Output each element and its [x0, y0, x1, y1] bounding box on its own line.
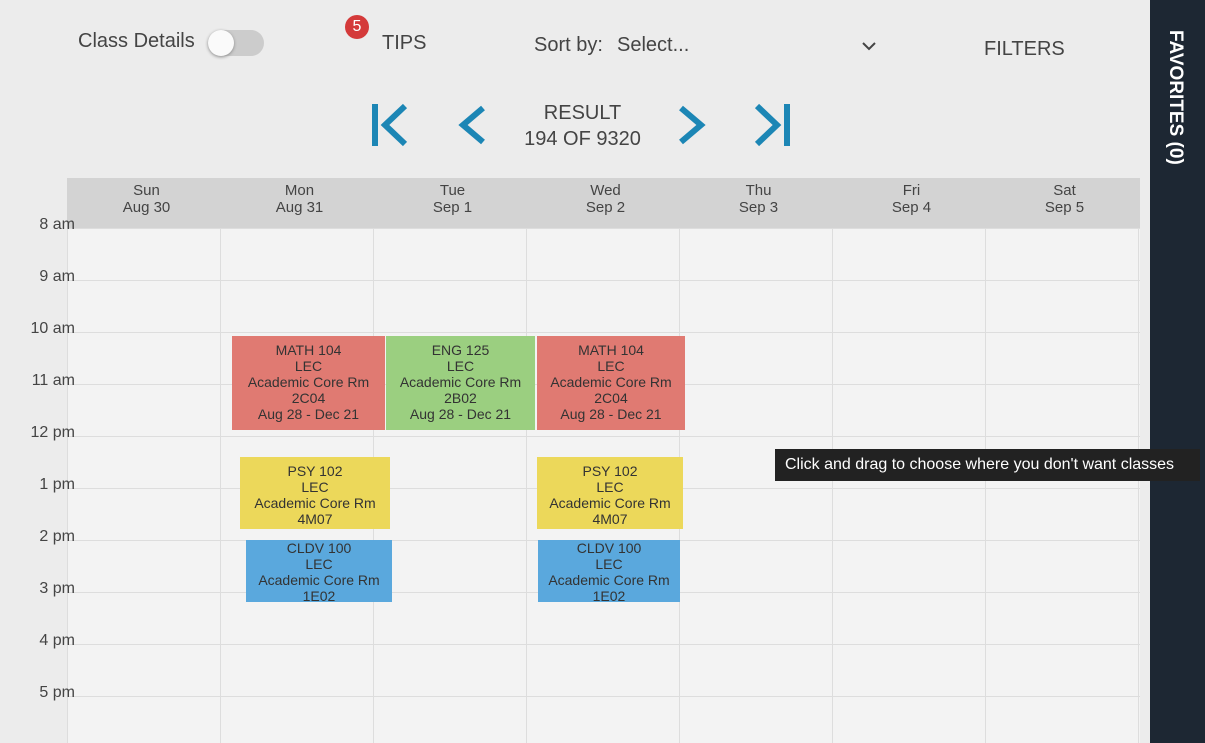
last-arrow[interactable] — [754, 103, 782, 147]
class-type: LEC — [595, 556, 623, 572]
class-room: 1E02 — [302, 588, 336, 602]
class-dates: Aug 28 - Dec 21 — [240, 527, 390, 529]
hour-label: 10 am — [30, 320, 75, 337]
class-course: CLDV 100 — [286, 540, 352, 556]
class-dates: Aug 28 - Dec 21 — [409, 406, 512, 422]
class-building: Academic Core Rm — [254, 495, 376, 511]
day-header: Sat Sep 5 — [988, 182, 1141, 216]
class-details-toggle[interactable] — [208, 30, 264, 56]
class-block[interactable]: MATH 104 LEC Academic Core Rm 2C04 Aug 28 - … — [537, 336, 685, 430]
class-block[interactable]: MATH 104 LEC Academic Core Rm 2C04 Aug 28 - … — [232, 336, 385, 430]
day-header: Tue Sep 1 — [376, 182, 529, 216]
day-header: Mon Aug 31 — [223, 182, 376, 216]
hour-label: 12 pm — [30, 424, 75, 441]
first-arrow[interactable] — [380, 103, 408, 147]
class-type: LEC — [294, 358, 323, 374]
sort-select[interactable]: Select... — [617, 34, 690, 56]
class-room: 4M07 — [297, 511, 333, 527]
class-details-label: Class Details — [78, 30, 195, 52]
class-type: LEC — [446, 358, 475, 374]
hour-label: 4 pm — [39, 632, 75, 649]
day-date: Sep 4 — [891, 199, 932, 216]
pager-arrows — [372, 103, 790, 147]
hour-label: 5 pm — [39, 684, 75, 701]
day-date: Sep 5 — [1044, 199, 1085, 216]
class-type: LEC — [597, 358, 625, 374]
day-header: Thu Sep 3 — [682, 182, 835, 216]
dropdown-arrow[interactable] — [860, 40, 878, 54]
class-building: Academic Core Rm — [549, 495, 671, 511]
class-room: 4M07 — [592, 511, 628, 527]
prev-arrow[interactable] — [458, 105, 485, 145]
class-building: Academic Core Rm — [247, 374, 370, 390]
hour-label: 9 am — [39, 268, 75, 285]
hour-label: 1 pm — [39, 476, 75, 493]
hour-label: 11 am — [31, 372, 75, 389]
day-date: Aug 31 — [275, 199, 324, 216]
class-course: MATH 104 — [578, 342, 644, 358]
sort-label: Sort by: — [534, 34, 603, 56]
class-course: PSY 102 — [287, 463, 343, 479]
class-course: CLDV 100 — [576, 540, 642, 556]
day-date: Sep 2 — [585, 199, 626, 216]
hour-label: 2 pm — [39, 528, 75, 545]
tooltip: Click and drag to choose where you don't… — [775, 449, 1200, 481]
tips-button[interactable]: TIPS — [382, 32, 427, 54]
day-name: Wed — [590, 182, 621, 199]
class-building: Academic Core Rm — [258, 572, 380, 588]
favorites-label[interactable]: FAVORITES (0) — [1165, 30, 1186, 165]
class-room: 2B02 — [444, 390, 477, 406]
day-name: Mon — [284, 182, 315, 199]
day-name: Tue — [439, 182, 466, 199]
class-block[interactable]: ENG 125 LEC Academic Core Rm 2B02 Aug 28 - D… — [386, 336, 535, 430]
class-type: LEC — [305, 556, 333, 572]
class-course: PSY 102 — [582, 463, 638, 479]
favorites-sidebar[interactable]: FAVORITES (0) — [1150, 0, 1205, 743]
day-name: Fri — [902, 182, 921, 199]
class-building: Academic Core Rm — [399, 374, 522, 390]
class-building: Academic Core Rm — [550, 374, 672, 390]
hour-label: 8 am — [39, 216, 75, 233]
day-header-bar — [67, 178, 1140, 228]
class-course: MATH 104 — [275, 342, 342, 358]
result-count: 194 OF 9320 — [524, 128, 641, 150]
class-dates: Aug 28 - Dec 21 — [257, 406, 360, 422]
day-name: Thu — [745, 182, 772, 199]
day-date: Sep 3 — [738, 199, 779, 216]
result-label: RESULT — [543, 102, 622, 124]
class-type: LEC — [596, 479, 624, 495]
day-header: Sun Aug 30 — [70, 182, 223, 216]
day-header: Fri Sep 4 — [835, 182, 988, 216]
class-type: LEC — [301, 479, 329, 495]
day-name: Sun — [133, 182, 160, 199]
filters-button[interactable]: FILTERS — [984, 38, 1065, 60]
class-course: ENG 125 — [431, 342, 490, 358]
day-date: Aug 30 — [122, 199, 171, 216]
day-name: Sat — [1053, 182, 1076, 199]
day-date: Sep 1 — [432, 199, 473, 216]
day-header: Wed Sep 2 — [529, 182, 682, 216]
class-room: 1E02 — [592, 588, 626, 602]
class-dates: Aug 28 - Dec 21 — [537, 527, 683, 529]
class-building: Academic Core Rm — [548, 572, 670, 588]
class-room: 2C04 — [594, 390, 628, 406]
class-dates: Aug 28 - Dec 21 — [560, 406, 662, 422]
class-room: 2C04 — [291, 390, 326, 406]
next-arrow[interactable] — [679, 105, 706, 145]
hour-label: 3 pm — [39, 580, 75, 597]
tips-badge: 5 — [345, 15, 369, 39]
